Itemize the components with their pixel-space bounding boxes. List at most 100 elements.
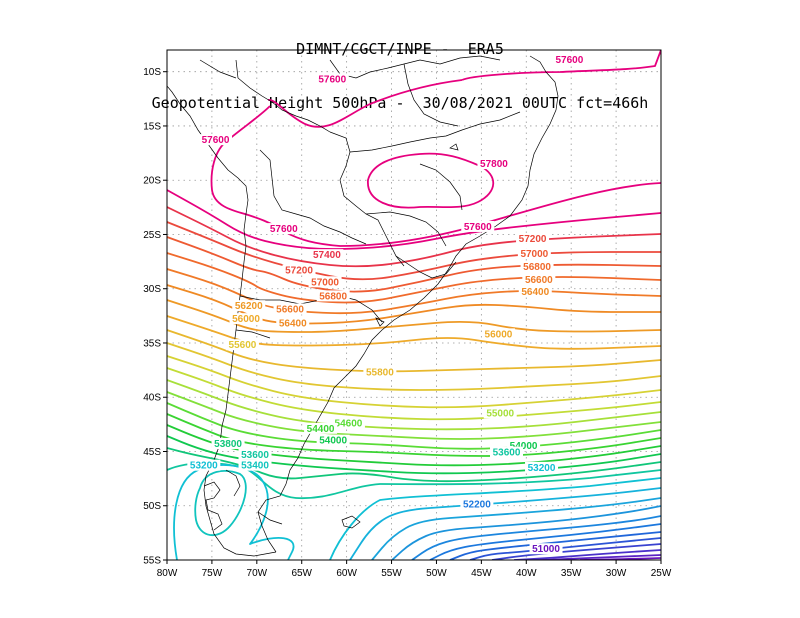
lat-tick-label: 50S: [143, 501, 161, 512]
axis-ticks: 80W 75W 70W 65W 60W 55W 50W 45W 40W 35W 30W 25W 10S 1…: [143, 67, 672, 579]
contour-label: 56000: [485, 329, 513, 340]
coastline-segment: [419, 163, 463, 211]
contour-line-54400: [167, 413, 661, 457]
lon-tick-label: 45W: [471, 568, 492, 579]
lat-tick-label: 10S: [143, 67, 161, 78]
map-title: DIMNT/CGCT/INPE - ERA5 Geopotential Heig…: [0, 4, 800, 130]
contour-line-57000: [167, 236, 661, 293]
contour-line-54800: [167, 391, 661, 440]
contour-line-52200: [429, 523, 661, 560]
contour-label-bg: [331, 417, 365, 429]
contour-line-56000: [167, 315, 661, 350]
contour-label: 56800: [319, 291, 347, 302]
coastline-segment: [329, 55, 501, 79]
contour-label-bg: [481, 328, 515, 340]
coastline-segment: [449, 143, 459, 151]
contour-label: 57600: [202, 135, 230, 146]
lon-tick-label: 60W: [336, 568, 357, 579]
coastline-segment: [235, 329, 271, 339]
lon-tick-label: 70W: [247, 568, 268, 579]
contour-label: 53400: [241, 461, 269, 472]
lon-tick-label: 65W: [291, 568, 312, 579]
coastline-segment: [199, 59, 237, 79]
contour-line-53000: [349, 487, 661, 560]
lat-tick-label: 45S: [143, 447, 161, 458]
contour-line-52000: [449, 531, 661, 560]
coastline-segment: [225, 469, 241, 497]
contour-label-bg: [304, 422, 338, 434]
contour-label-bg: [308, 276, 342, 288]
contour-label-bg: [461, 220, 495, 232]
contour-label: 56400: [279, 319, 307, 330]
contour-label: 56200: [235, 301, 263, 312]
contour-label-bg: [516, 232, 550, 244]
coastline-segment: [341, 515, 361, 529]
contour-label: 57200: [519, 234, 547, 245]
contour-line-57600: [267, 79, 463, 128]
contour-label: 56400: [521, 287, 549, 298]
contour-label-bg: [273, 303, 307, 315]
contour-line-52800: [371, 497, 661, 560]
coastline-segment: [259, 149, 367, 245]
contour-line-52400: [411, 515, 661, 560]
coastline-segment: [257, 511, 283, 525]
contour-line-57800: [367, 152, 495, 209]
lat-tick-label: 30S: [143, 284, 161, 295]
contour-label-bg: [232, 300, 266, 312]
contour-label-bg: [316, 290, 350, 302]
coastline-segment: [365, 211, 447, 247]
height-contours: [167, 50, 661, 560]
contour-label: 52200: [463, 500, 491, 511]
contour-label: 57000: [311, 277, 339, 288]
contour-label-bg: [225, 339, 259, 351]
contour-label: 57200: [285, 265, 313, 276]
lon-tick-label: 55W: [381, 568, 402, 579]
contour-label-bg: [229, 313, 263, 325]
lon-tick-label: 40W: [516, 568, 537, 579]
contour-label: 53600: [493, 448, 521, 459]
contour-label-bg: [477, 158, 511, 170]
contour-label-bg: [238, 459, 272, 471]
contour-label: 57800: [480, 159, 508, 170]
contour-label: 57600: [555, 55, 583, 66]
contour-label-bg: [310, 249, 344, 261]
lat-tick-label: 20S: [143, 176, 161, 187]
coastline-segment: [257, 55, 559, 553]
contour-label-bg: [522, 274, 556, 286]
contour-line-55400: [167, 355, 661, 409]
contour-line-53200: [329, 477, 661, 560]
contour-label: 56600: [525, 275, 553, 286]
contour-label: 56600: [276, 304, 304, 315]
contour-label: 56800: [523, 262, 551, 273]
coastline-segment: [349, 111, 521, 153]
title-line-field: Geopotential Height 500hPa - 30/08/2021 …: [151, 94, 649, 112]
coastline-segment: [395, 255, 457, 279]
contour-label-bg: [316, 434, 350, 446]
map-frame: [166, 49, 662, 561]
contour-line-51800: [469, 537, 661, 560]
contour-label: 56000: [232, 314, 260, 325]
lat-tick-label: 15S: [143, 121, 161, 132]
contour-label: 55600: [229, 340, 257, 351]
contour-line-55200: [167, 367, 661, 421]
contour-label: 54000: [319, 436, 347, 447]
contour-label-bg: [529, 543, 563, 555]
lat-tick-label: 25S: [143, 230, 161, 241]
contour-label-bg: [490, 446, 524, 458]
contour-label: 54600: [335, 418, 363, 429]
contour-label-bg: [315, 73, 349, 85]
contour-label-bg: [520, 261, 554, 273]
contour-label-bg: [518, 286, 552, 298]
contour-label: 53200: [528, 463, 556, 474]
coastline-segment: [403, 63, 459, 127]
title-line-source: DIMNT/CGCT/INPE - ERA5: [296, 40, 504, 58]
contour-line-57600: [461, 50, 661, 81]
lon-tick-label: 30W: [606, 568, 627, 579]
contour-label: 54000: [510, 441, 538, 452]
contour-label-bg: [238, 448, 272, 460]
contour-label: 57600: [464, 222, 492, 233]
contour-label-bg: [276, 317, 310, 329]
contour-line-55600: [167, 342, 661, 391]
contour-label-bg: [199, 134, 233, 146]
